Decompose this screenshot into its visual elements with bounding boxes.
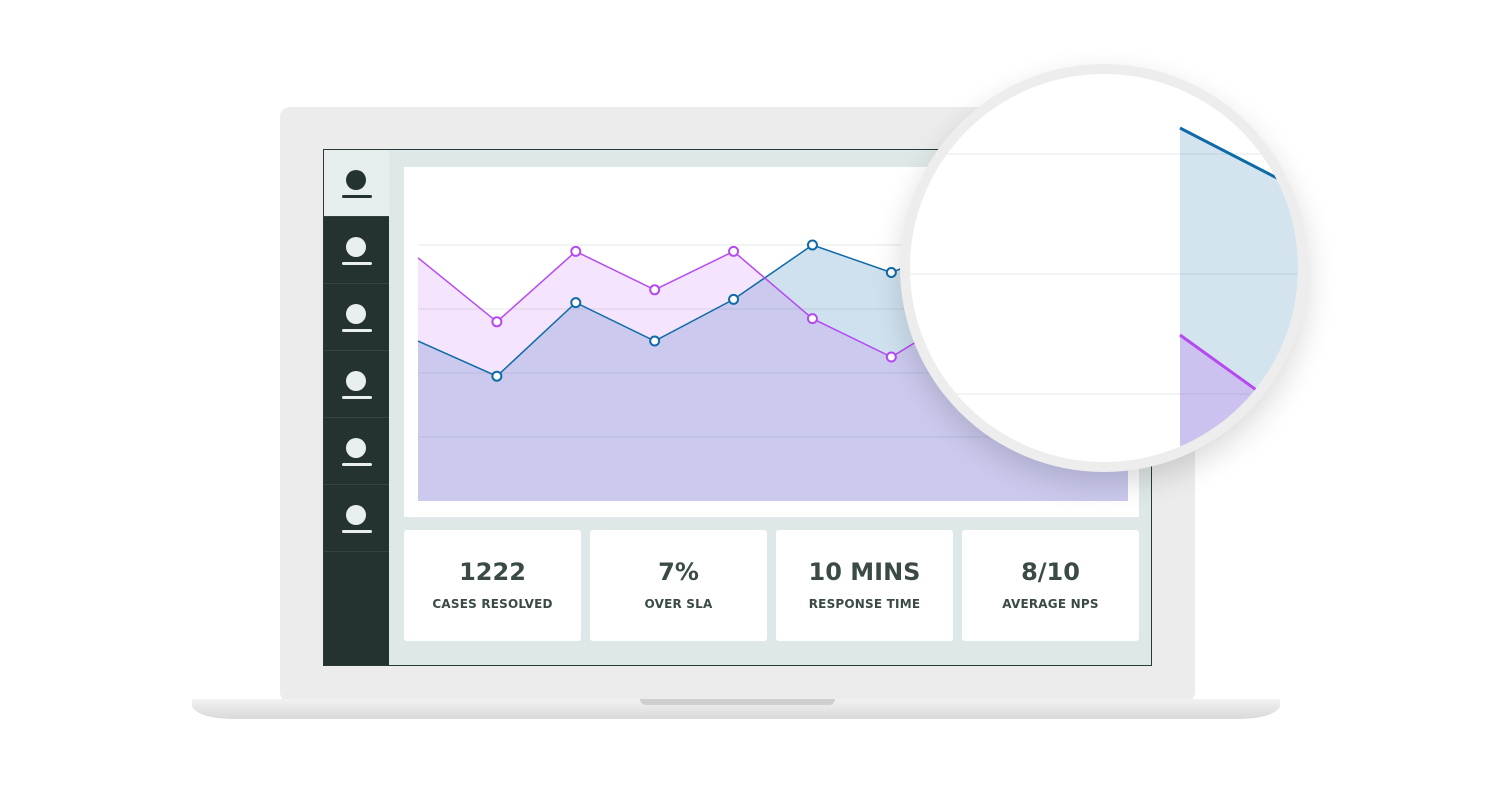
user-icon bbox=[346, 505, 366, 525]
data-point bbox=[885, 351, 897, 363]
stat-label: OVER SLA bbox=[644, 597, 713, 611]
user-icon-underline bbox=[342, 530, 372, 533]
user-icon-underline bbox=[342, 329, 372, 332]
user-icon bbox=[346, 170, 366, 190]
sidebar-item-user-4[interactable] bbox=[324, 418, 389, 485]
data-point bbox=[491, 370, 503, 382]
sidebar bbox=[324, 150, 389, 665]
stat-label: CASES RESOLVED bbox=[432, 597, 553, 611]
data-point bbox=[806, 313, 818, 325]
data-point bbox=[491, 316, 503, 328]
user-icon-underline bbox=[342, 396, 372, 399]
data-point bbox=[649, 284, 661, 296]
sidebar-item-user-1[interactable] bbox=[324, 217, 389, 284]
stat-card-response-time[interactable]: 10 MINS RESPONSE TIME bbox=[776, 530, 953, 641]
data-point bbox=[885, 267, 897, 279]
stat-card-over-sla[interactable]: 7% OVER SLA bbox=[590, 530, 767, 641]
stat-value: 7% bbox=[658, 558, 699, 586]
user-icon bbox=[346, 438, 366, 458]
sidebar-item-user-2[interactable] bbox=[324, 284, 389, 351]
stat-value: 1222 bbox=[459, 558, 526, 586]
stat-label: AVERAGE NPS bbox=[1002, 597, 1099, 611]
series-area bbox=[418, 251, 1128, 501]
stat-card-average-nps[interactable]: 8/10 AVERAGE NPS bbox=[962, 530, 1139, 641]
chart-magnifier: 357407384 bbox=[900, 64, 1308, 472]
user-icon-underline bbox=[342, 195, 372, 198]
sidebar-item-user-5[interactable] bbox=[324, 485, 389, 552]
user-icon bbox=[346, 237, 366, 257]
data-point bbox=[806, 239, 818, 251]
stat-card-cases-resolved[interactable]: 1222 CASES RESOLVED bbox=[404, 530, 581, 641]
data-point bbox=[649, 335, 661, 347]
laptop-notch bbox=[640, 699, 835, 705]
user-icon-underline bbox=[342, 262, 372, 265]
data-point bbox=[570, 245, 582, 257]
user-icon-underline bbox=[342, 463, 372, 466]
magnifier-background bbox=[910, 74, 1298, 462]
sidebar-item-user-3[interactable] bbox=[324, 351, 389, 418]
sidebar-item-profile[interactable] bbox=[324, 150, 389, 217]
stat-label: RESPONSE TIME bbox=[808, 597, 921, 611]
data-point bbox=[728, 293, 740, 305]
magnified-chart: 357407384 bbox=[910, 74, 1298, 462]
stat-value: 10 MINS bbox=[808, 558, 921, 586]
data-point bbox=[728, 245, 740, 257]
user-icon bbox=[346, 371, 366, 391]
stat-value: 8/10 bbox=[1021, 558, 1080, 586]
data-point bbox=[570, 297, 582, 309]
user-icon bbox=[346, 304, 366, 324]
laptop-base bbox=[192, 699, 1280, 719]
